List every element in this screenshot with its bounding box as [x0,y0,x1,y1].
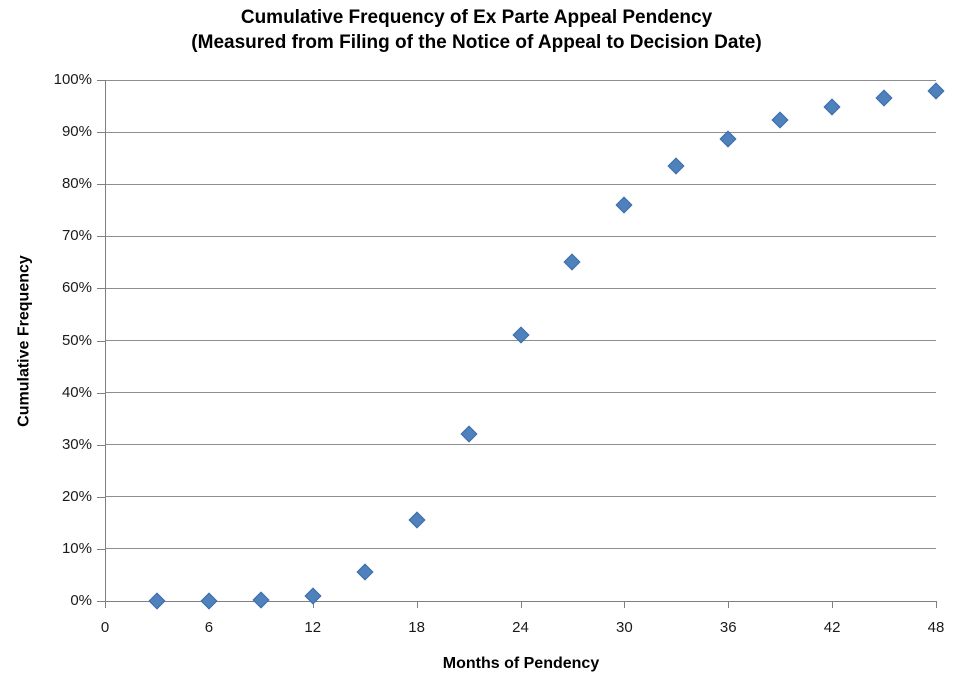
data-point-marker [719,130,737,148]
y-axis-tick [97,548,105,550]
gridline [105,131,936,133]
x-tick-label: 30 [616,619,633,636]
y-tick-label: 50% [61,331,92,349]
x-axis-line [105,601,937,602]
y-axis-tick [97,496,105,498]
data-point-marker [771,111,789,129]
y-tick-label: 70% [61,227,92,245]
gridline [105,235,936,237]
x-tick-label: 48 [927,619,945,636]
data-point-marker [356,563,374,581]
chart-title: Cumulative Frequency of Ex Parte Appeal … [0,5,953,55]
gridline [105,392,936,394]
x-tick-label: 6 [204,619,214,636]
gridline [105,79,936,81]
data-point-marker [512,326,529,344]
y-axis-tick [97,132,105,134]
chart-title-line2: (Measured from Filing of the Notice of A… [191,32,762,53]
data-point-marker [252,591,270,609]
y-axis-line [105,80,106,601]
data-point-marker [148,592,166,610]
data-point-marker [615,196,633,214]
x-tick-label: 18 [408,619,425,636]
y-axis-tick [97,288,105,290]
x-axis-tick [416,601,418,608]
y-tick-label: 90% [61,123,92,141]
y-axis-tick [97,80,105,81]
data-point-marker [563,253,581,271]
x-axis-tick [936,601,937,608]
y-axis-tick [97,184,105,186]
y-tick-label: 0% [70,592,92,609]
x-axis-tick [312,601,314,608]
y-tick-label: 10% [61,539,92,557]
chart-title-line1: Cumulative Frequency of Ex Parte Appeal … [240,7,713,28]
gridline [105,287,936,289]
data-point-marker [875,89,893,107]
x-axis-tick [105,601,106,608]
x-axis-tick [624,601,626,608]
x-tick-label: 36 [719,619,737,636]
gridline [105,444,936,446]
x-axis-tick [832,601,834,608]
y-tick-label: 100% [53,71,92,88]
gridline [105,548,936,550]
x-tick-label: 0 [100,619,110,636]
data-point-marker [408,511,426,529]
y-axis-tick [97,601,105,602]
y-axis-tick [97,236,105,238]
x-axis-title: Months of Pendency [442,655,600,672]
x-tick-label: 24 [512,619,529,636]
gridline [105,183,936,185]
data-point-marker [927,82,945,100]
data-point-marker [823,98,841,116]
y-axis-title: Cumulative Frequency [15,255,33,427]
data-point-marker [667,157,685,175]
y-tick-label: 20% [61,487,92,505]
y-tick-label: 80% [61,175,92,193]
x-axis-tick [728,601,730,608]
x-axis-tick [520,601,522,608]
x-tick-label: 12 [304,619,322,636]
gridline [105,496,936,498]
y-axis-tick [97,340,105,342]
data-point-marker [460,425,478,443]
data-point-marker [200,592,218,610]
y-tick-label: 60% [61,279,92,297]
x-tick-label: 42 [823,619,841,636]
y-tick-label: 40% [61,383,92,401]
y-axis-tick [97,392,105,394]
y-tick-label: 30% [61,435,92,453]
y-axis-tick [97,444,105,446]
